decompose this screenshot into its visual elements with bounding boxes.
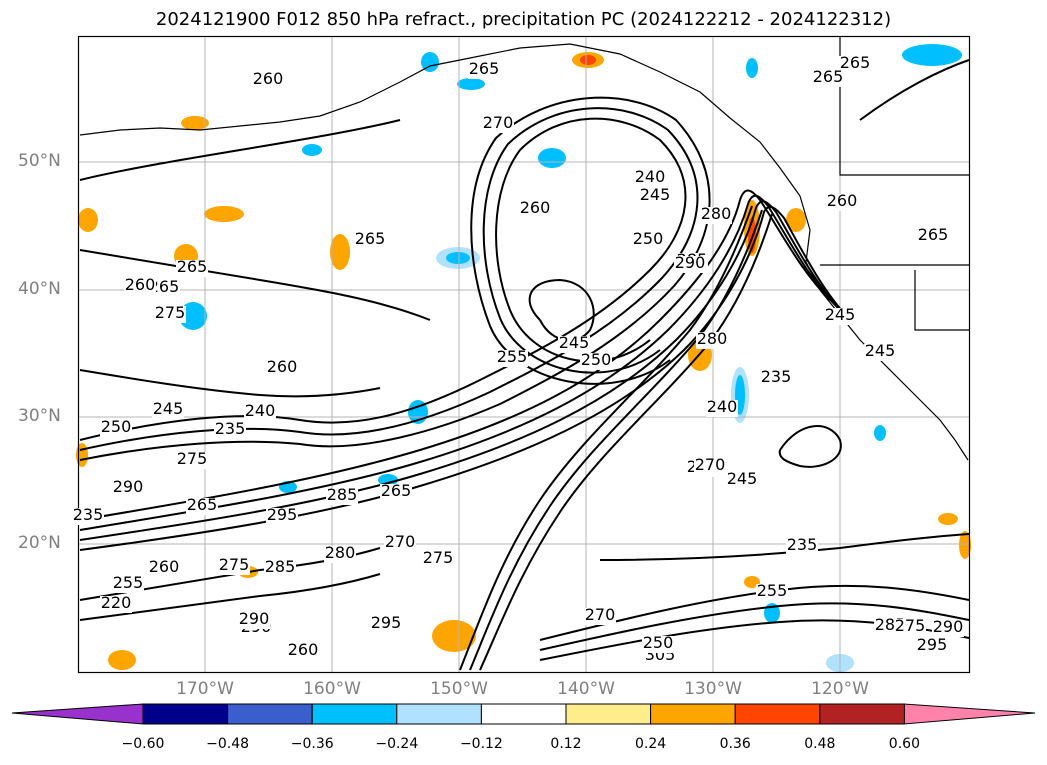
lat-label-40: 40°N xyxy=(18,279,61,299)
colorbar-tick-label: −0.36 xyxy=(290,736,334,752)
colorbar-tick-label: −0.60 xyxy=(121,736,165,752)
chart-title: 2024121900 F012 850 hPa refract., precip… xyxy=(155,9,892,30)
colorbar-tick-label: 0.36 xyxy=(719,736,751,752)
lon-label-140w: 140°W xyxy=(557,679,615,699)
colorbar-tick-label: 0.60 xyxy=(888,736,920,752)
colorbar-tick-label: −0.48 xyxy=(206,736,250,752)
lon-label-120w: 120°W xyxy=(811,679,869,699)
lon-label-150w: 150°W xyxy=(430,679,488,699)
colorbar-tick-label: −0.12 xyxy=(459,736,503,752)
colorbar xyxy=(11,703,1036,725)
colorbar-tick-label: 0.12 xyxy=(550,736,582,752)
colorbar-segment xyxy=(650,703,736,725)
colorbar-extend-high xyxy=(903,703,1036,725)
coastlines xyxy=(79,36,969,461)
refractivity-contours xyxy=(79,59,970,671)
colorbar-tick-label: 0.24 xyxy=(635,736,667,752)
lon-label-170w: 170°W xyxy=(176,679,234,699)
lat-label-30: 30°N xyxy=(18,406,61,426)
colorbar-segment xyxy=(396,703,482,725)
colorbar-tick-label: −0.24 xyxy=(375,736,419,752)
colorbar-segment xyxy=(734,703,821,725)
lon-label-160w: 160°W xyxy=(303,679,361,699)
lat-label-50: 50°N xyxy=(18,151,61,171)
map-frame xyxy=(77,35,971,674)
colorbar-extend-low xyxy=(11,703,144,725)
colorbar-segment xyxy=(565,703,652,725)
colorbar-segment xyxy=(480,703,567,725)
colorbar-tick-label: 0.48 xyxy=(804,736,836,752)
colorbar-segment xyxy=(142,703,229,725)
lat-label-20: 20°N xyxy=(18,533,61,553)
lon-label-130w: 130°W xyxy=(684,679,742,699)
colorbar-segment xyxy=(819,703,905,725)
colorbar-segment xyxy=(227,703,313,725)
colorbar-segment xyxy=(311,703,398,725)
